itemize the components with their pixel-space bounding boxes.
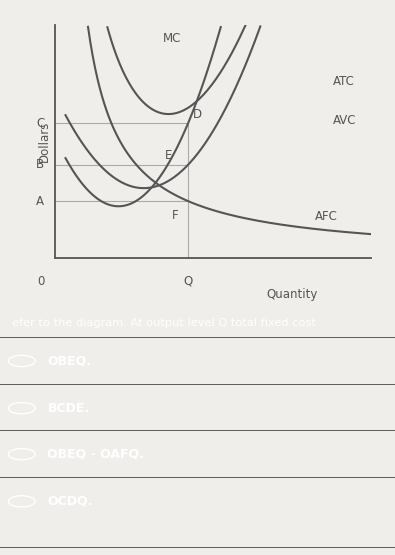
Text: C: C <box>36 117 44 130</box>
Text: AVC: AVC <box>333 114 357 127</box>
Text: efer to the diagram. At output level Q total fixed cost: efer to the diagram. At output level Q t… <box>12 317 316 327</box>
Text: MC: MC <box>163 32 181 45</box>
Text: OCDQ.: OCDQ. <box>47 495 93 508</box>
Text: BCDE.: BCDE. <box>47 402 90 415</box>
Text: OBEQ.: OBEQ. <box>47 355 91 367</box>
Text: B: B <box>36 158 44 171</box>
Text: 0: 0 <box>37 275 44 288</box>
Text: E: E <box>165 149 172 162</box>
Text: OBEQ - OAFQ.: OBEQ - OAFQ. <box>47 448 144 461</box>
Text: Quantity: Quantity <box>267 289 318 301</box>
Text: Q: Q <box>183 275 193 288</box>
Text: A: A <box>36 195 44 208</box>
Text: AFC: AFC <box>314 210 337 223</box>
Text: ATC: ATC <box>333 75 355 88</box>
Y-axis label: Dollars: Dollars <box>38 121 51 162</box>
Text: D: D <box>193 108 202 121</box>
Text: F: F <box>172 209 179 222</box>
